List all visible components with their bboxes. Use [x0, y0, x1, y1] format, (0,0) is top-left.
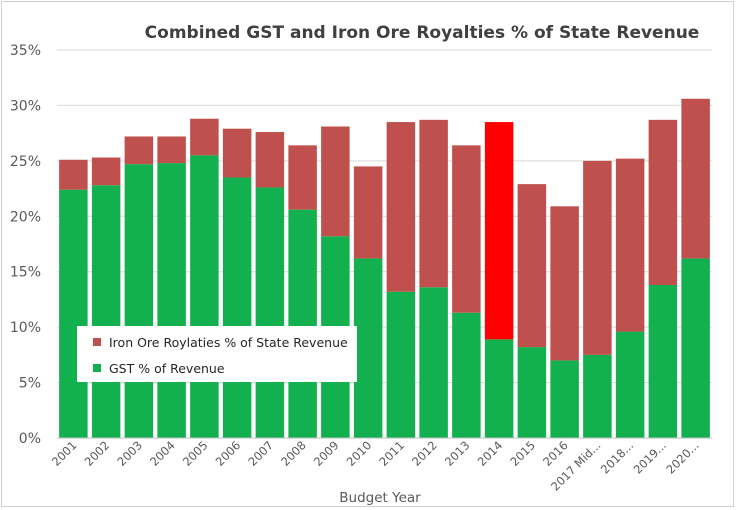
bar-gst-2007: [255, 187, 285, 438]
bar-iron-ore-2013: [452, 145, 481, 313]
y-tick-label: 0%: [19, 431, 41, 447]
bar-gst-2005: [190, 155, 219, 439]
y-tick-label: 35%: [10, 43, 41, 59]
bar-gst-2019: [648, 285, 678, 438]
bar-gst-2003: [124, 164, 154, 438]
x-tick-label: 2016: [540, 438, 571, 469]
x-tick-label: 2005: [180, 438, 211, 469]
x-axis-title: Budget Year: [339, 490, 421, 506]
x-tick-label: 2013: [442, 438, 473, 469]
x-tick-label: 2014: [475, 438, 506, 469]
bar-gst-2016: [550, 360, 579, 438]
bar-iron-ore-2014: [484, 122, 514, 340]
bar-iron-ore-2020: [681, 98, 710, 259]
y-tick-label: 30%: [10, 98, 41, 114]
bar-gst-2020: [681, 258, 710, 438]
x-tick-label: 2003: [114, 438, 145, 469]
bar-gst-2015: [517, 347, 547, 438]
x-tick-label: 2008: [278, 438, 309, 469]
bar-iron-ore-2012: [419, 119, 448, 288]
x-axis-ticks: 2001 2002 2003 2004 2005 2006 2007 2008 2009 2010…: [49, 438, 702, 493]
x-tick-label: 2019...: [631, 438, 669, 476]
bar-iron-ore-2003: [124, 136, 154, 165]
bar-gst-2001: [59, 189, 88, 438]
x-tick-label: 2020...: [663, 438, 701, 476]
bar-gst-2012: [419, 287, 448, 438]
bar-gst-2014: [484, 339, 514, 438]
bars: [59, 98, 710, 439]
bar-gst-2017mid: [583, 354, 612, 438]
bar-iron-ore-2006: [222, 128, 252, 178]
x-tick-label: 2010: [344, 438, 375, 469]
y-tick-label: 10%: [10, 320, 41, 336]
bar-gst-2004: [157, 163, 186, 438]
x-tick-label: 2007: [245, 438, 276, 469]
bar-gst-2011: [386, 291, 416, 438]
legend-swatch-iron-ore: [93, 338, 101, 346]
chart-title: Combined GST and Iron Ore Royalties % of…: [145, 23, 700, 43]
bar-iron-ore-2011: [386, 122, 416, 292]
y-axis-ticks: 0% 5% 10% 15% 20% 25% 30% 35%: [10, 43, 41, 447]
bar-gst-2013: [452, 312, 481, 438]
legend-label-iron-ore: Iron Ore Roylaties % of State Revenue: [109, 335, 348, 350]
bar-iron-ore-2001: [59, 159, 88, 190]
legend-label-gst: GST % of Revenue: [109, 361, 225, 376]
bar-iron-ore-2008: [288, 145, 317, 210]
x-tick-label: 2004: [147, 438, 178, 469]
x-tick-label: 2012: [409, 438, 440, 469]
y-tick-label: 25%: [10, 154, 41, 170]
bar-iron-ore-2009: [321, 126, 350, 237]
bar-iron-ore-2010: [353, 166, 383, 259]
y-tick-label: 15%: [10, 265, 41, 281]
legend-swatch-gst: [93, 364, 101, 372]
y-tick-label: 20%: [10, 209, 41, 225]
bar-iron-ore-2007: [255, 132, 285, 188]
bar-iron-ore-2004: [157, 136, 186, 164]
x-tick-label: 2018...: [598, 438, 636, 476]
x-tick-label: 2009: [311, 438, 342, 469]
x-tick-label: 2006: [213, 438, 244, 469]
x-tick-label: 2002: [82, 438, 113, 469]
bar-iron-ore-2015: [517, 184, 547, 348]
bar-iron-ore-2019: [648, 119, 678, 286]
bar-gst-2006: [222, 177, 252, 438]
bar-gst-2010: [353, 258, 383, 438]
x-tick-label: 2015: [507, 438, 538, 469]
bar-iron-ore-2016: [550, 206, 579, 361]
x-tick-label: 2011: [376, 438, 407, 469]
x-tick-label: 2001: [49, 438, 80, 469]
bar-iron-ore-2002: [91, 157, 121, 186]
bar-gst-2018: [615, 331, 645, 438]
legend: Iron Ore Roylaties % of State Revenue GS…: [77, 326, 357, 382]
bar-iron-ore-2005: [190, 118, 219, 156]
legend-box: [77, 326, 357, 382]
bar-gst-2008: [288, 209, 317, 438]
bar-iron-ore-2017mid: [583, 160, 612, 355]
bar-gst-2002: [91, 185, 121, 438]
bar-iron-ore-2018: [615, 158, 645, 332]
y-tick-label: 5%: [19, 376, 41, 392]
